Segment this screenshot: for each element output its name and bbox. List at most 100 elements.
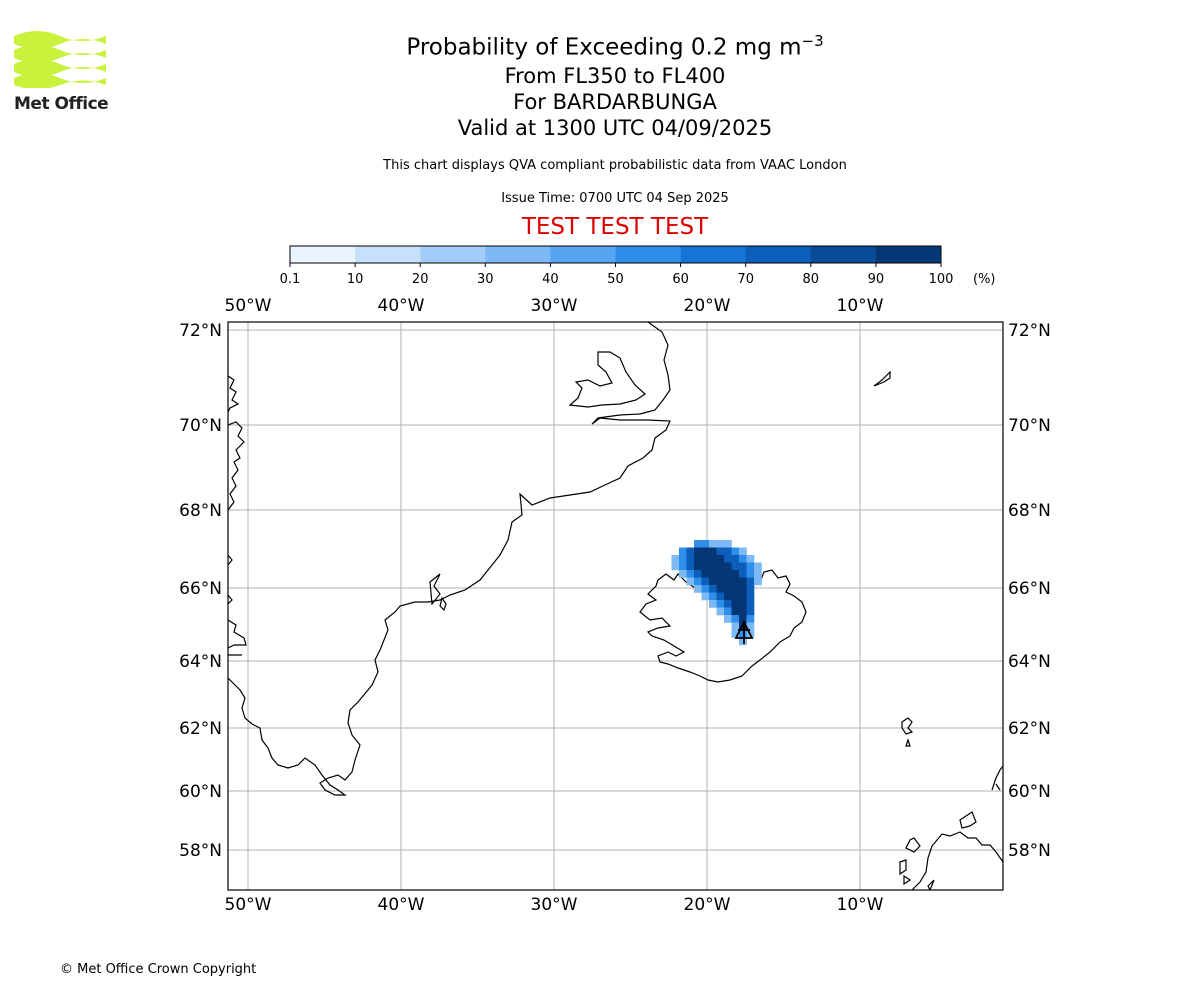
plume-cell	[746, 570, 755, 578]
plume-cell	[746, 622, 755, 631]
plume-cell	[724, 592, 732, 601]
plume-cell	[739, 607, 747, 616]
plume-cell	[709, 592, 717, 601]
plume-cell	[709, 540, 717, 548]
plume-cell	[671, 562, 680, 571]
plume-cell	[739, 570, 747, 578]
plume-cell	[731, 570, 740, 578]
chart-title-exponent: −3	[801, 32, 824, 50]
plume-cell	[694, 577, 702, 586]
ash-plume	[671, 540, 762, 646]
plume-cell	[694, 585, 702, 593]
latitude-label: 64°N	[1008, 652, 1051, 672]
longitude-label: 20°W	[684, 296, 731, 316]
latitude-label: 62°N	[179, 719, 222, 739]
issue-time: Issue Time: 0700 UTC 04 Sep 2025	[501, 191, 729, 206]
plume-cell	[709, 562, 717, 571]
plume-cell	[716, 555, 725, 563]
plume-cell	[709, 555, 717, 563]
plume-cell	[731, 547, 740, 556]
met-office-logo-text: Met Office	[14, 94, 109, 114]
plume-cell	[746, 562, 755, 571]
plume-cell	[701, 562, 710, 571]
latitude-label: 72°N	[179, 321, 222, 341]
plume-cell	[746, 607, 755, 616]
plume-cell	[731, 630, 740, 638]
colorbar-tick-label: 30	[477, 272, 494, 287]
plume-cell	[701, 555, 710, 563]
plume-cell	[754, 577, 762, 586]
valid-time: Valid at 1300 UTC 04/09/2025	[457, 115, 773, 140]
plume-cell	[754, 570, 762, 578]
plume-cell	[716, 607, 725, 616]
greenland-east-coast	[228, 322, 671, 796]
colorbar-tick-label: 90	[868, 272, 885, 287]
plume-cell	[739, 637, 747, 646]
shetland-coast	[991, 765, 1003, 791]
scoresby-sund-coast	[568, 351, 646, 408]
plume-cell	[739, 600, 747, 608]
faroe-islands-coast	[901, 717, 914, 747]
plume-cell	[679, 555, 687, 563]
plume-cell	[709, 585, 717, 593]
volcano-name: For BARDARBUNGA	[513, 89, 717, 114]
longitude-label: 40°W	[378, 895, 425, 915]
plume-cell	[731, 555, 740, 563]
plume-cell	[731, 562, 740, 571]
plume-cell	[701, 540, 710, 548]
colorbar-tick-label: 50	[607, 272, 624, 287]
plume-cell	[694, 555, 702, 563]
latitude-label: 60°N	[1008, 782, 1051, 802]
colorbar-tick-label: 80	[803, 272, 820, 287]
colorbar-tick-label: 100	[929, 272, 954, 287]
met-office-logo: Met Office	[14, 30, 109, 114]
coastlines	[228, 322, 1003, 890]
plume-cell	[679, 547, 687, 556]
colorbar-tick-label: 0.1	[280, 272, 300, 287]
latitude-label: 68°N	[179, 501, 222, 521]
plume-cell	[724, 615, 732, 623]
plume-cell	[724, 600, 732, 608]
longitude-label: 30°W	[531, 895, 578, 915]
latitude-label: 72°N	[1008, 321, 1051, 341]
colorbar-cell	[680, 246, 747, 263]
scotland-coast	[899, 811, 1003, 890]
longitude-label: 40°W	[378, 296, 425, 316]
plume-cell	[739, 577, 747, 586]
colorbar-tick-label: 20	[412, 272, 429, 287]
plume-cell	[716, 577, 725, 586]
map-axis-labels: 50°W 50°W 40°W 40°W 30°W 30°W 20°W 20°W 10°W 10°W…	[179, 296, 1051, 915]
map-background	[228, 322, 1003, 890]
colorbar-tick-label: 70	[737, 272, 754, 287]
plume-cell	[716, 562, 725, 571]
plume-cell	[709, 570, 717, 578]
plume-cell	[739, 592, 747, 601]
plume-cell	[716, 585, 725, 593]
plume-cell	[739, 562, 747, 571]
greenland-fjord-2	[439, 596, 447, 612]
colorbar-cell	[485, 246, 551, 263]
greenland-fjord-1	[429, 573, 441, 606]
plume-cell	[746, 592, 755, 601]
plume-cell	[716, 547, 725, 556]
longitude-label: 10°W	[837, 895, 884, 915]
plume-cell	[746, 585, 755, 593]
plume-cell	[724, 562, 732, 571]
test-banner: TEST TEST TEST	[521, 214, 709, 240]
latitude-label: 66°N	[1008, 579, 1051, 599]
plume-cell	[724, 577, 732, 586]
volcano-marker	[734, 619, 754, 644]
plume-cell	[739, 555, 747, 563]
plume-cell	[701, 570, 710, 578]
plume-cell	[739, 585, 747, 593]
colorbar-cell	[420, 246, 486, 263]
plume-cell	[686, 555, 695, 563]
colorbar-tick-label: 40	[542, 272, 559, 287]
colorbar: 0.1 10 20 30 40 50 60 70 80 90 100 (%)	[280, 245, 996, 287]
plume-cell	[731, 615, 740, 623]
map-frame	[227, 321, 1004, 891]
plume-cell	[686, 577, 695, 586]
colorbar-unit: (%)	[973, 272, 996, 287]
plume-cell	[724, 555, 732, 563]
plume-cell	[701, 585, 710, 593]
